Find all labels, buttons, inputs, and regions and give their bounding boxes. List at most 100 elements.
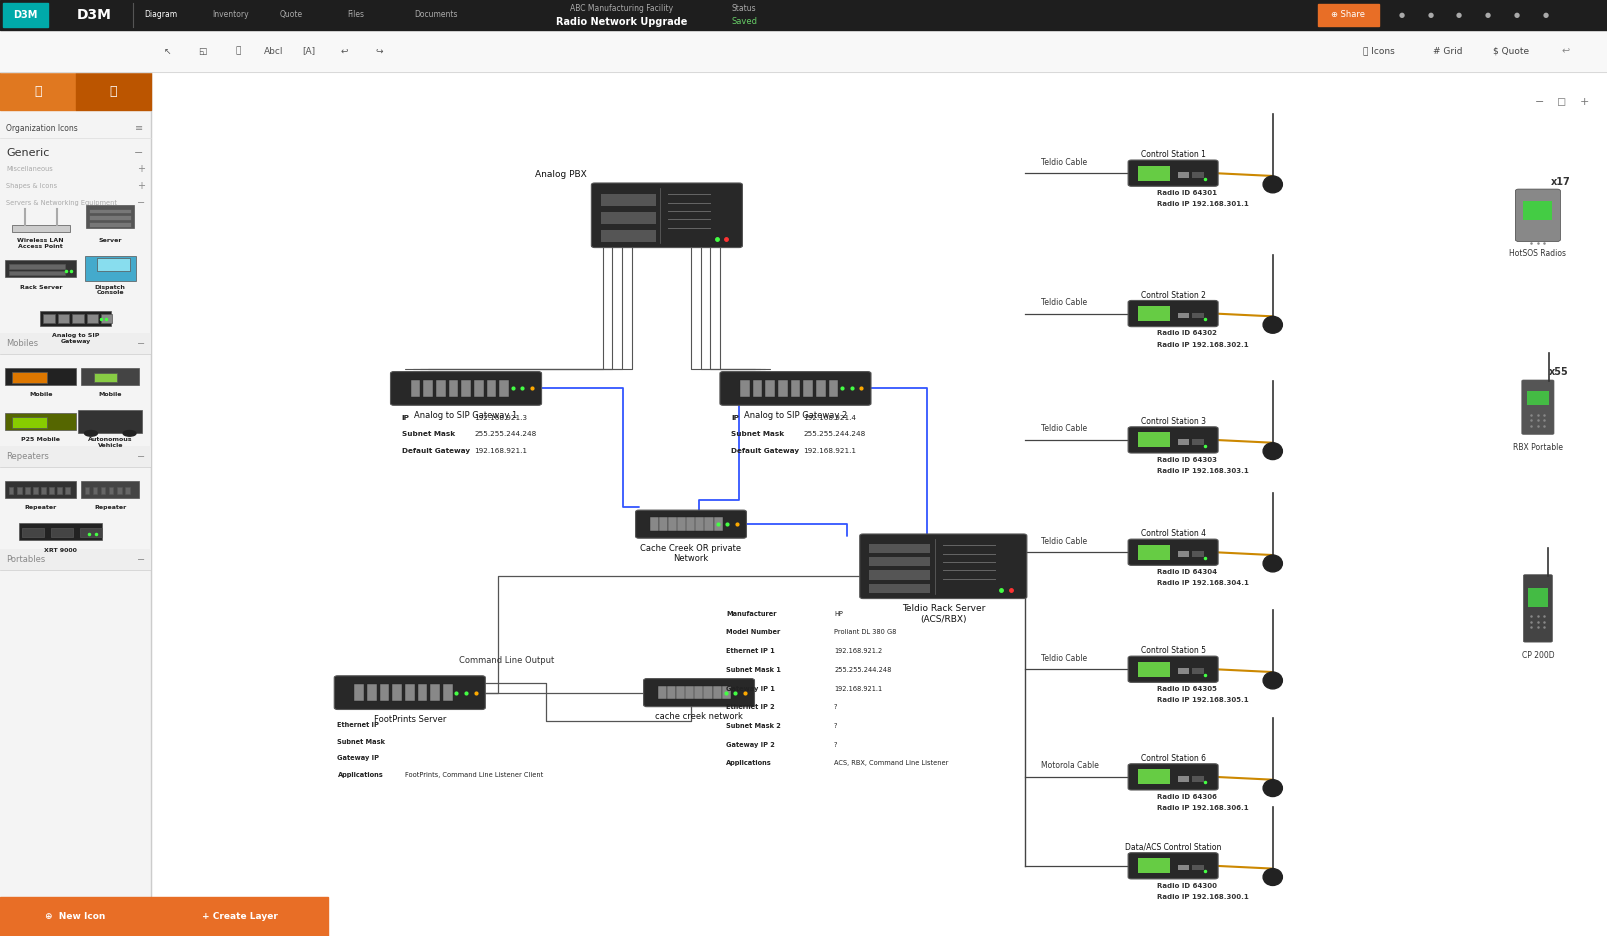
Text: Command Line Output: Command Line Output xyxy=(458,655,554,665)
Text: Radio IP 192.168.300.1: Radio IP 192.168.300.1 xyxy=(1157,894,1249,899)
Text: Radio ID 64300: Radio ID 64300 xyxy=(1157,883,1216,888)
Text: FootPrints Server: FootPrints Server xyxy=(373,715,447,724)
FancyBboxPatch shape xyxy=(1128,300,1218,327)
Bar xyxy=(1192,172,1204,178)
Text: 255.255.244.248: 255.255.244.248 xyxy=(474,431,537,437)
Bar xyxy=(11,372,47,383)
Bar xyxy=(677,518,686,531)
Text: Radio ID 64302: Radio ID 64302 xyxy=(1157,330,1216,336)
Text: 👁 Icons: 👁 Icons xyxy=(1363,47,1395,55)
Bar xyxy=(1138,306,1170,321)
Bar xyxy=(1138,432,1170,447)
Bar xyxy=(669,518,678,531)
Bar xyxy=(64,487,69,494)
Text: Teldio Cable: Teldio Cable xyxy=(1041,536,1088,546)
Text: 192.168.921.2: 192.168.921.2 xyxy=(834,648,882,654)
Text: ◻: ◻ xyxy=(1557,97,1567,107)
Bar xyxy=(151,72,1607,897)
FancyBboxPatch shape xyxy=(1128,539,1218,565)
Text: ●: ● xyxy=(1514,12,1520,18)
Bar xyxy=(1138,662,1170,677)
Bar xyxy=(601,212,656,224)
Text: Radio ID 64301: Radio ID 64301 xyxy=(1157,190,1216,196)
FancyBboxPatch shape xyxy=(334,676,485,709)
Text: Subnet Mask: Subnet Mask xyxy=(731,431,784,437)
Bar xyxy=(0,897,151,936)
Text: Analog to SIP Gateway 1: Analog to SIP Gateway 1 xyxy=(415,411,517,420)
Text: ●: ● xyxy=(1398,12,1405,18)
Text: ↩: ↩ xyxy=(341,47,347,55)
Bar xyxy=(804,380,813,397)
Ellipse shape xyxy=(1263,869,1282,885)
Bar xyxy=(82,481,140,498)
Text: Manufacturer: Manufacturer xyxy=(726,610,776,617)
Text: ↪: ↪ xyxy=(376,47,382,55)
Text: 255.255.244.248: 255.255.244.248 xyxy=(804,431,866,437)
Bar xyxy=(85,487,90,494)
Bar xyxy=(869,544,930,553)
Text: Mobile: Mobile xyxy=(29,392,53,397)
Bar xyxy=(500,380,509,397)
Bar xyxy=(1138,166,1170,181)
Bar xyxy=(5,481,76,498)
Text: Applications: Applications xyxy=(726,760,771,767)
Bar xyxy=(0,333,151,354)
Bar xyxy=(40,311,111,326)
Ellipse shape xyxy=(1263,780,1282,797)
Text: ACS, RBX, Command Line Listener: ACS, RBX, Command Line Listener xyxy=(834,760,948,767)
Bar xyxy=(1178,668,1189,674)
Text: Portables: Portables xyxy=(6,555,45,564)
Ellipse shape xyxy=(1263,672,1282,689)
Text: Repeater: Repeater xyxy=(24,505,56,510)
Text: Control Station 5: Control Station 5 xyxy=(1141,646,1205,655)
Bar xyxy=(714,518,723,531)
Bar xyxy=(1178,776,1189,782)
Bar xyxy=(109,487,114,494)
Text: Radio ID 64306: Radio ID 64306 xyxy=(1157,794,1216,799)
FancyBboxPatch shape xyxy=(1128,427,1218,453)
FancyBboxPatch shape xyxy=(720,372,871,405)
Text: Default Gateway: Default Gateway xyxy=(731,448,799,454)
Text: x55: x55 xyxy=(1549,367,1568,377)
Bar xyxy=(1178,865,1189,870)
Text: + Create Layer: + Create Layer xyxy=(201,912,278,921)
Text: 192.168.921.1: 192.168.921.1 xyxy=(804,448,857,454)
Bar xyxy=(435,380,445,397)
Text: Gateway IP: Gateway IP xyxy=(337,755,379,761)
FancyBboxPatch shape xyxy=(391,372,542,405)
FancyBboxPatch shape xyxy=(860,534,1027,599)
Text: [A]: [A] xyxy=(302,47,315,55)
Text: Status: Status xyxy=(731,4,755,13)
Text: ●: ● xyxy=(1427,12,1433,18)
Text: Rack Server: Rack Server xyxy=(19,285,63,289)
Bar xyxy=(51,528,74,537)
Text: Teldio Cable: Teldio Cable xyxy=(1041,424,1088,433)
Bar xyxy=(869,570,930,579)
Text: Analog PBX: Analog PBX xyxy=(535,170,587,180)
Text: Subnet Mask: Subnet Mask xyxy=(337,739,386,744)
Text: Inventory: Inventory xyxy=(212,10,249,20)
Text: Applications: Applications xyxy=(337,772,382,778)
Text: ?: ? xyxy=(834,723,837,729)
Text: Miscellaneous: Miscellaneous xyxy=(6,167,53,172)
Bar xyxy=(869,584,930,593)
Bar xyxy=(418,684,427,701)
Bar xyxy=(95,373,117,382)
Text: P25 Mobile: P25 Mobile xyxy=(21,437,61,442)
Text: ?: ? xyxy=(834,704,837,710)
Text: Repeaters: Repeaters xyxy=(6,452,50,461)
Text: Quote: Quote xyxy=(280,10,302,20)
FancyBboxPatch shape xyxy=(1128,656,1218,682)
Bar xyxy=(791,380,800,397)
Text: Proliant DL 380 G8: Proliant DL 380 G8 xyxy=(834,629,897,636)
Text: ↖: ↖ xyxy=(164,47,170,55)
Text: Shapes & Icons: Shapes & Icons xyxy=(6,183,58,189)
Text: ?: ? xyxy=(834,741,837,748)
Bar xyxy=(1178,551,1189,557)
Text: Control Station 3: Control Station 3 xyxy=(1141,417,1205,426)
Bar xyxy=(117,487,122,494)
Bar xyxy=(87,205,135,228)
Text: Radio IP 192.168.302.1: Radio IP 192.168.302.1 xyxy=(1157,342,1249,347)
Bar xyxy=(487,380,497,397)
Bar xyxy=(410,380,419,397)
